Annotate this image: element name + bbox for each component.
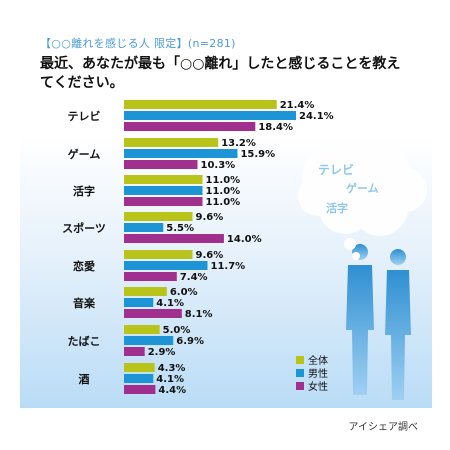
legend-label: 全体 (308, 354, 328, 367)
bar-value-label: 11.0% (206, 175, 241, 186)
bar-value-label: 10.3% (201, 160, 236, 171)
bar (124, 186, 203, 195)
person-silhouette (346, 244, 374, 395)
bar-value-label: 14.0% (227, 234, 262, 245)
legend-label: 男性 (308, 367, 328, 380)
bar-value-label: 4.1% (156, 374, 184, 385)
bar-value-label: 4.1% (156, 298, 184, 309)
category-label: 酒 (79, 373, 90, 386)
category-label: たばこ (68, 334, 101, 348)
bar (124, 138, 219, 147)
chart-subtitle: 【○○離れを感じる人 限定】(n=281) (40, 37, 236, 50)
bar (124, 223, 164, 232)
bar (124, 363, 155, 372)
bars-group: テレビ 21.4%24.1% 18.4% ゲーム 13.2%15.9% 10.3% 活字 11… (62, 100, 334, 396)
bar (124, 234, 224, 243)
legend-swatch (296, 369, 304, 377)
bar-value-label: 21.4% (280, 100, 315, 111)
people-silhouettes (346, 244, 411, 400)
category-label: ゲーム (68, 147, 101, 161)
bar-value-label: 9.6% (196, 250, 224, 261)
bar (124, 385, 156, 394)
category-label: 恋愛 (73, 259, 95, 273)
bubble-word: テレビ (318, 162, 354, 177)
bar-value-label: 24.1% (299, 111, 334, 122)
bar-value-label: 18.4% (258, 122, 293, 133)
chart-title: 最近、あなたが最も「○○離れ」したと感じることを教えてください。 (40, 56, 401, 91)
bar (124, 336, 174, 345)
bar-value-label: 5.5% (166, 223, 194, 234)
bar (124, 261, 208, 270)
category-label: スポーツ (62, 221, 106, 235)
bar-value-label: 11.0% (206, 197, 241, 208)
bar (124, 197, 203, 206)
bar-value-label: 2.9% (148, 347, 176, 358)
bar-value-label: 11.0% (206, 186, 241, 197)
bar-value-label: 11.7% (211, 261, 246, 272)
category-label: 音楽 (73, 296, 96, 310)
person-silhouette (385, 249, 411, 400)
bar-value-label: 4.4% (158, 385, 186, 396)
bar (124, 111, 296, 120)
bar (124, 309, 182, 318)
bar (124, 100, 277, 109)
bar (124, 272, 177, 281)
legend-swatch (296, 382, 304, 390)
bubble-word: ゲーム (346, 181, 379, 195)
bar (124, 149, 238, 158)
bar-value-label: 5.0% (163, 325, 191, 336)
category-label: 活字 (73, 184, 95, 198)
bar-value-label: 9.6% (196, 212, 224, 223)
bubble-word: 活字 (326, 201, 348, 215)
bar-value-label: 4.3% (158, 363, 186, 374)
bar-value-label: 13.2% (221, 138, 256, 149)
bar-value-label: 6.0% (170, 287, 198, 298)
bar (124, 212, 193, 221)
bar (124, 287, 167, 296)
bar (124, 374, 154, 383)
bar (124, 122, 256, 131)
legend-swatch (296, 356, 304, 364)
category-label: テレビ (68, 109, 101, 123)
bar (124, 175, 203, 184)
legend-label: 女性 (308, 380, 328, 393)
bar-value-label: 15.9% (240, 149, 275, 160)
bar-value-label: 8.1% (185, 309, 213, 320)
bar (124, 347, 145, 356)
bar-value-label: 6.9% (176, 336, 204, 347)
bar-value-label: 7.4% (180, 272, 208, 283)
source-credit: アイシェア調べ (348, 422, 419, 433)
bar (124, 298, 154, 307)
bar (124, 325, 160, 334)
bar (124, 160, 198, 169)
bar (124, 250, 193, 259)
